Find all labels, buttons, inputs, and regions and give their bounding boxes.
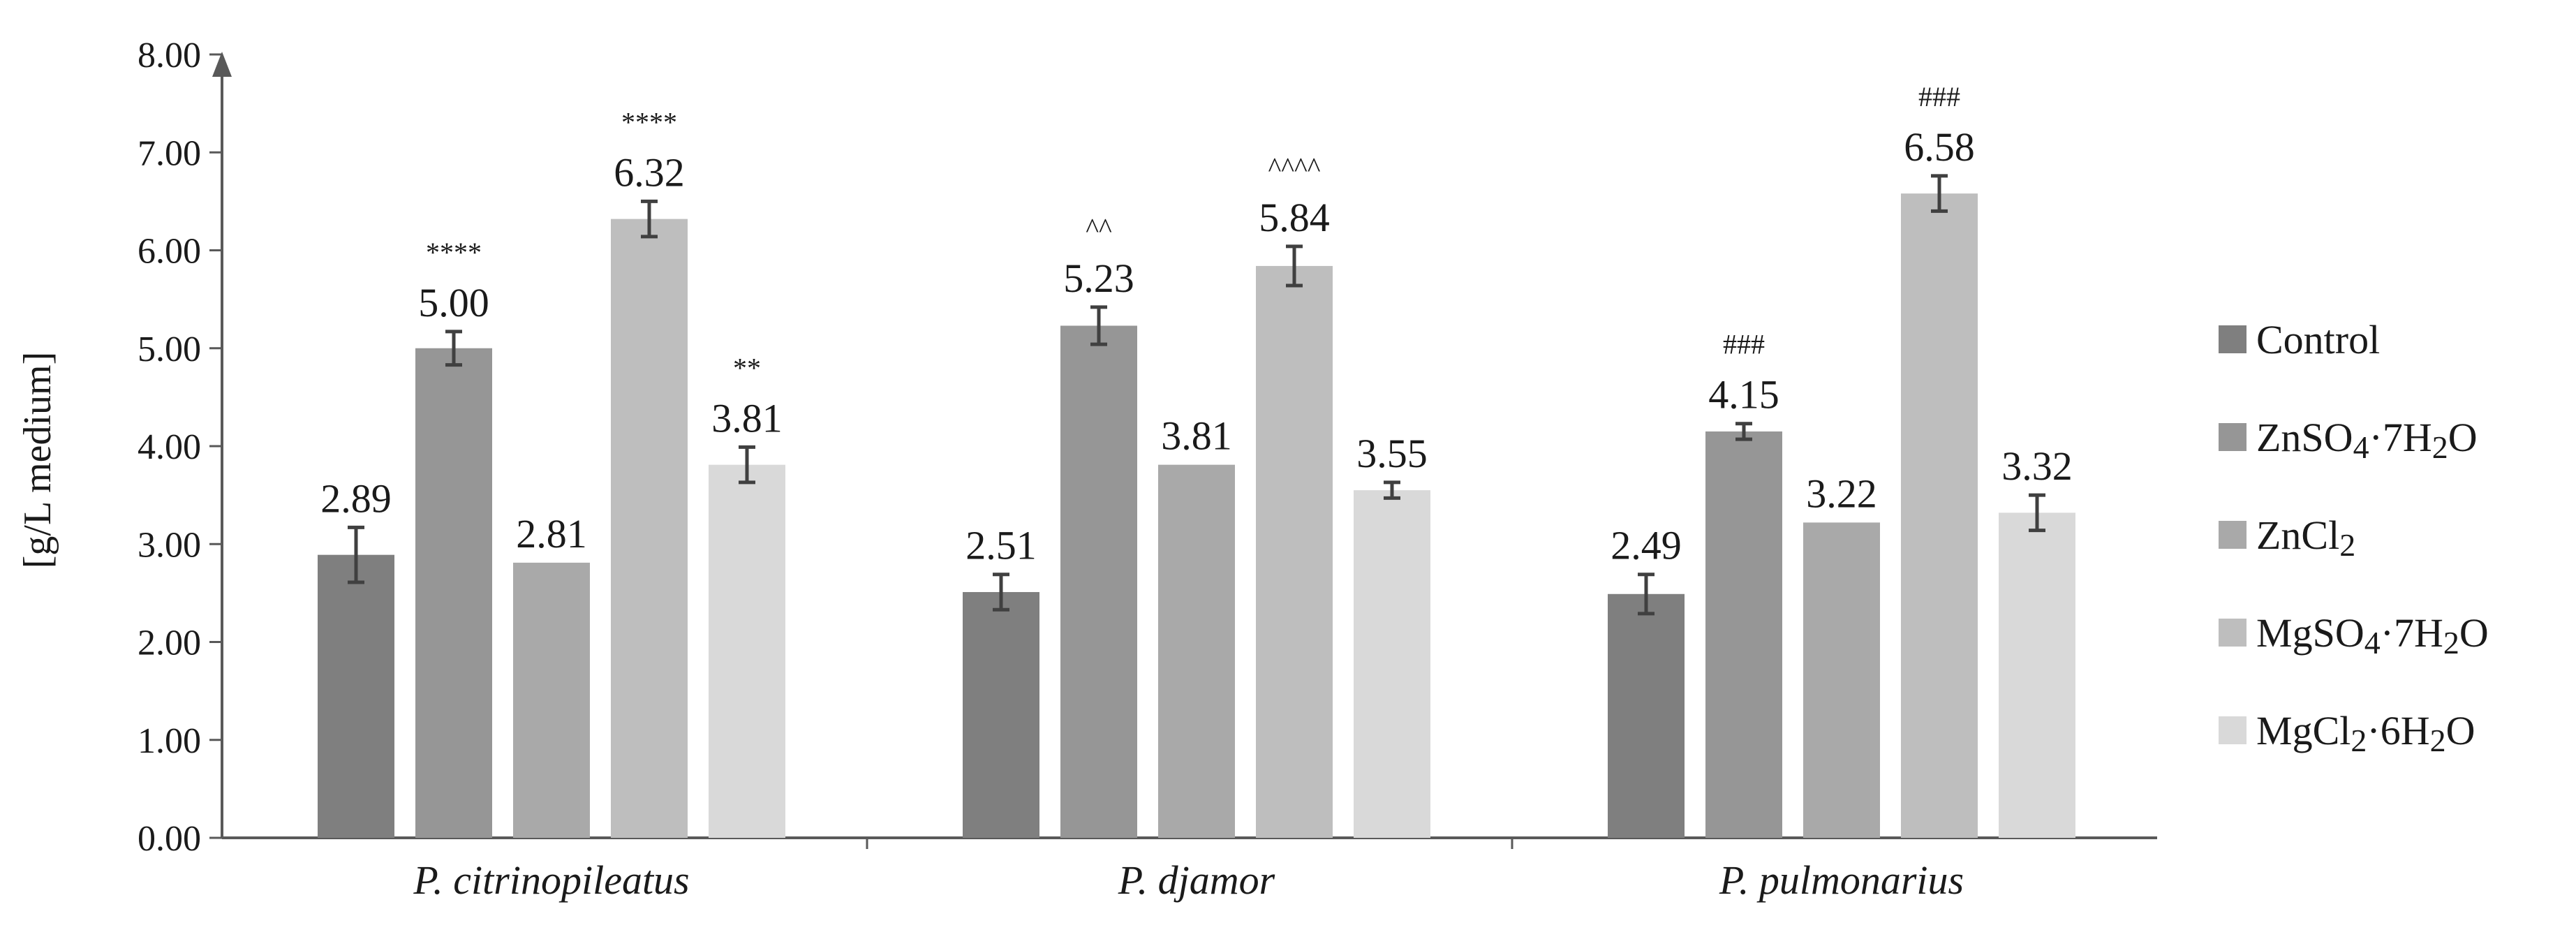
bar xyxy=(1803,522,1880,838)
bar xyxy=(1060,325,1137,838)
significance-label: ### xyxy=(1918,81,1960,112)
bar xyxy=(415,348,492,838)
y-axis-arrow xyxy=(212,52,232,77)
data-label: 6.58 xyxy=(1904,124,1975,170)
significance-label: ^^^^ xyxy=(1268,152,1320,183)
legend-swatch xyxy=(2219,716,2246,744)
legend-swatch xyxy=(2219,521,2246,549)
y-tick-label: 8.00 xyxy=(138,36,201,75)
bars xyxy=(318,174,2075,838)
y-tick-label: 7.00 xyxy=(138,133,201,173)
bar xyxy=(1999,512,2075,838)
significance-label: **** xyxy=(621,106,677,138)
y-tick-label: 3.00 xyxy=(138,525,201,565)
bar xyxy=(1158,464,1235,838)
data-label: 6.32 xyxy=(614,149,685,195)
bar xyxy=(513,562,590,838)
category-label: P. pulmonarius xyxy=(1719,857,1964,903)
y-tick-label: 5.00 xyxy=(138,330,201,369)
y-tick-label: 0.00 xyxy=(138,819,201,859)
data-label: 2.51 xyxy=(965,523,1037,568)
data-label: 2.81 xyxy=(516,511,587,556)
data-label: 5.23 xyxy=(1063,256,1134,301)
legend-label: ZnCl2 xyxy=(2256,512,2355,563)
data-label: 3.55 xyxy=(1356,431,1428,476)
bar xyxy=(963,591,1039,838)
legend-swatch xyxy=(2219,325,2246,353)
data-label: 2.89 xyxy=(320,475,392,521)
data-label: 5.84 xyxy=(1259,195,1330,240)
legend-label: MgSO4·7H2O xyxy=(2256,610,2489,660)
legend-label: MgCl2·6H2O xyxy=(2256,708,2475,758)
bar xyxy=(318,554,394,838)
significance-label: **** xyxy=(426,237,482,268)
data-label: 3.22 xyxy=(1806,471,1877,516)
y-tick-label: 6.00 xyxy=(138,232,201,272)
bar xyxy=(1354,490,1430,838)
x-axis: P. citrinopileatus P. djamor P. pulmonariu… xyxy=(222,836,2157,903)
y-tick-label: 1.00 xyxy=(138,721,201,761)
bar xyxy=(1608,593,1685,838)
bar xyxy=(1901,193,1978,838)
category-label: P. djamor xyxy=(1118,857,1275,903)
bar xyxy=(1256,265,1333,838)
annotations: 2.89 5.00 **** 2.81 6.32 **** 3.81 ** 2.51 5.23 ^^… xyxy=(320,81,2073,568)
y-axis-label: [g/L medium] xyxy=(16,352,59,569)
y-axis: 0.00 1.00 2.00 3.00 4.00 5.00 6.00 7.00 8.00 [g/L… xyxy=(16,36,232,859)
y-tick-label: 2.00 xyxy=(138,623,201,663)
legend-label: ZnSO4·7H2O xyxy=(2256,415,2478,465)
data-label: 3.32 xyxy=(2001,443,2073,489)
data-label: 3.81 xyxy=(711,395,783,441)
legend-swatch xyxy=(2219,619,2246,647)
significance-label: ** xyxy=(733,352,761,383)
legend: Control ZnSO4·7H2O ZnCl2 MgSO4·7H2O MgCl2·6H… xyxy=(2219,317,2489,758)
bar xyxy=(709,464,785,838)
category-label: P. citrinopileatus xyxy=(413,857,689,903)
data-label: 2.49 xyxy=(1611,523,1682,568)
data-label: 5.00 xyxy=(418,280,489,325)
significance-label: ### xyxy=(1723,329,1765,360)
data-label: 3.81 xyxy=(1161,413,1232,459)
data-label: 4.15 xyxy=(1708,372,1779,418)
significance-label: ^^ xyxy=(1086,212,1112,244)
bar xyxy=(611,219,688,838)
legend-swatch xyxy=(2219,423,2246,451)
legend-label: Control xyxy=(2256,317,2380,362)
bar xyxy=(1705,431,1782,838)
y-tick-label: 4.00 xyxy=(138,427,201,467)
